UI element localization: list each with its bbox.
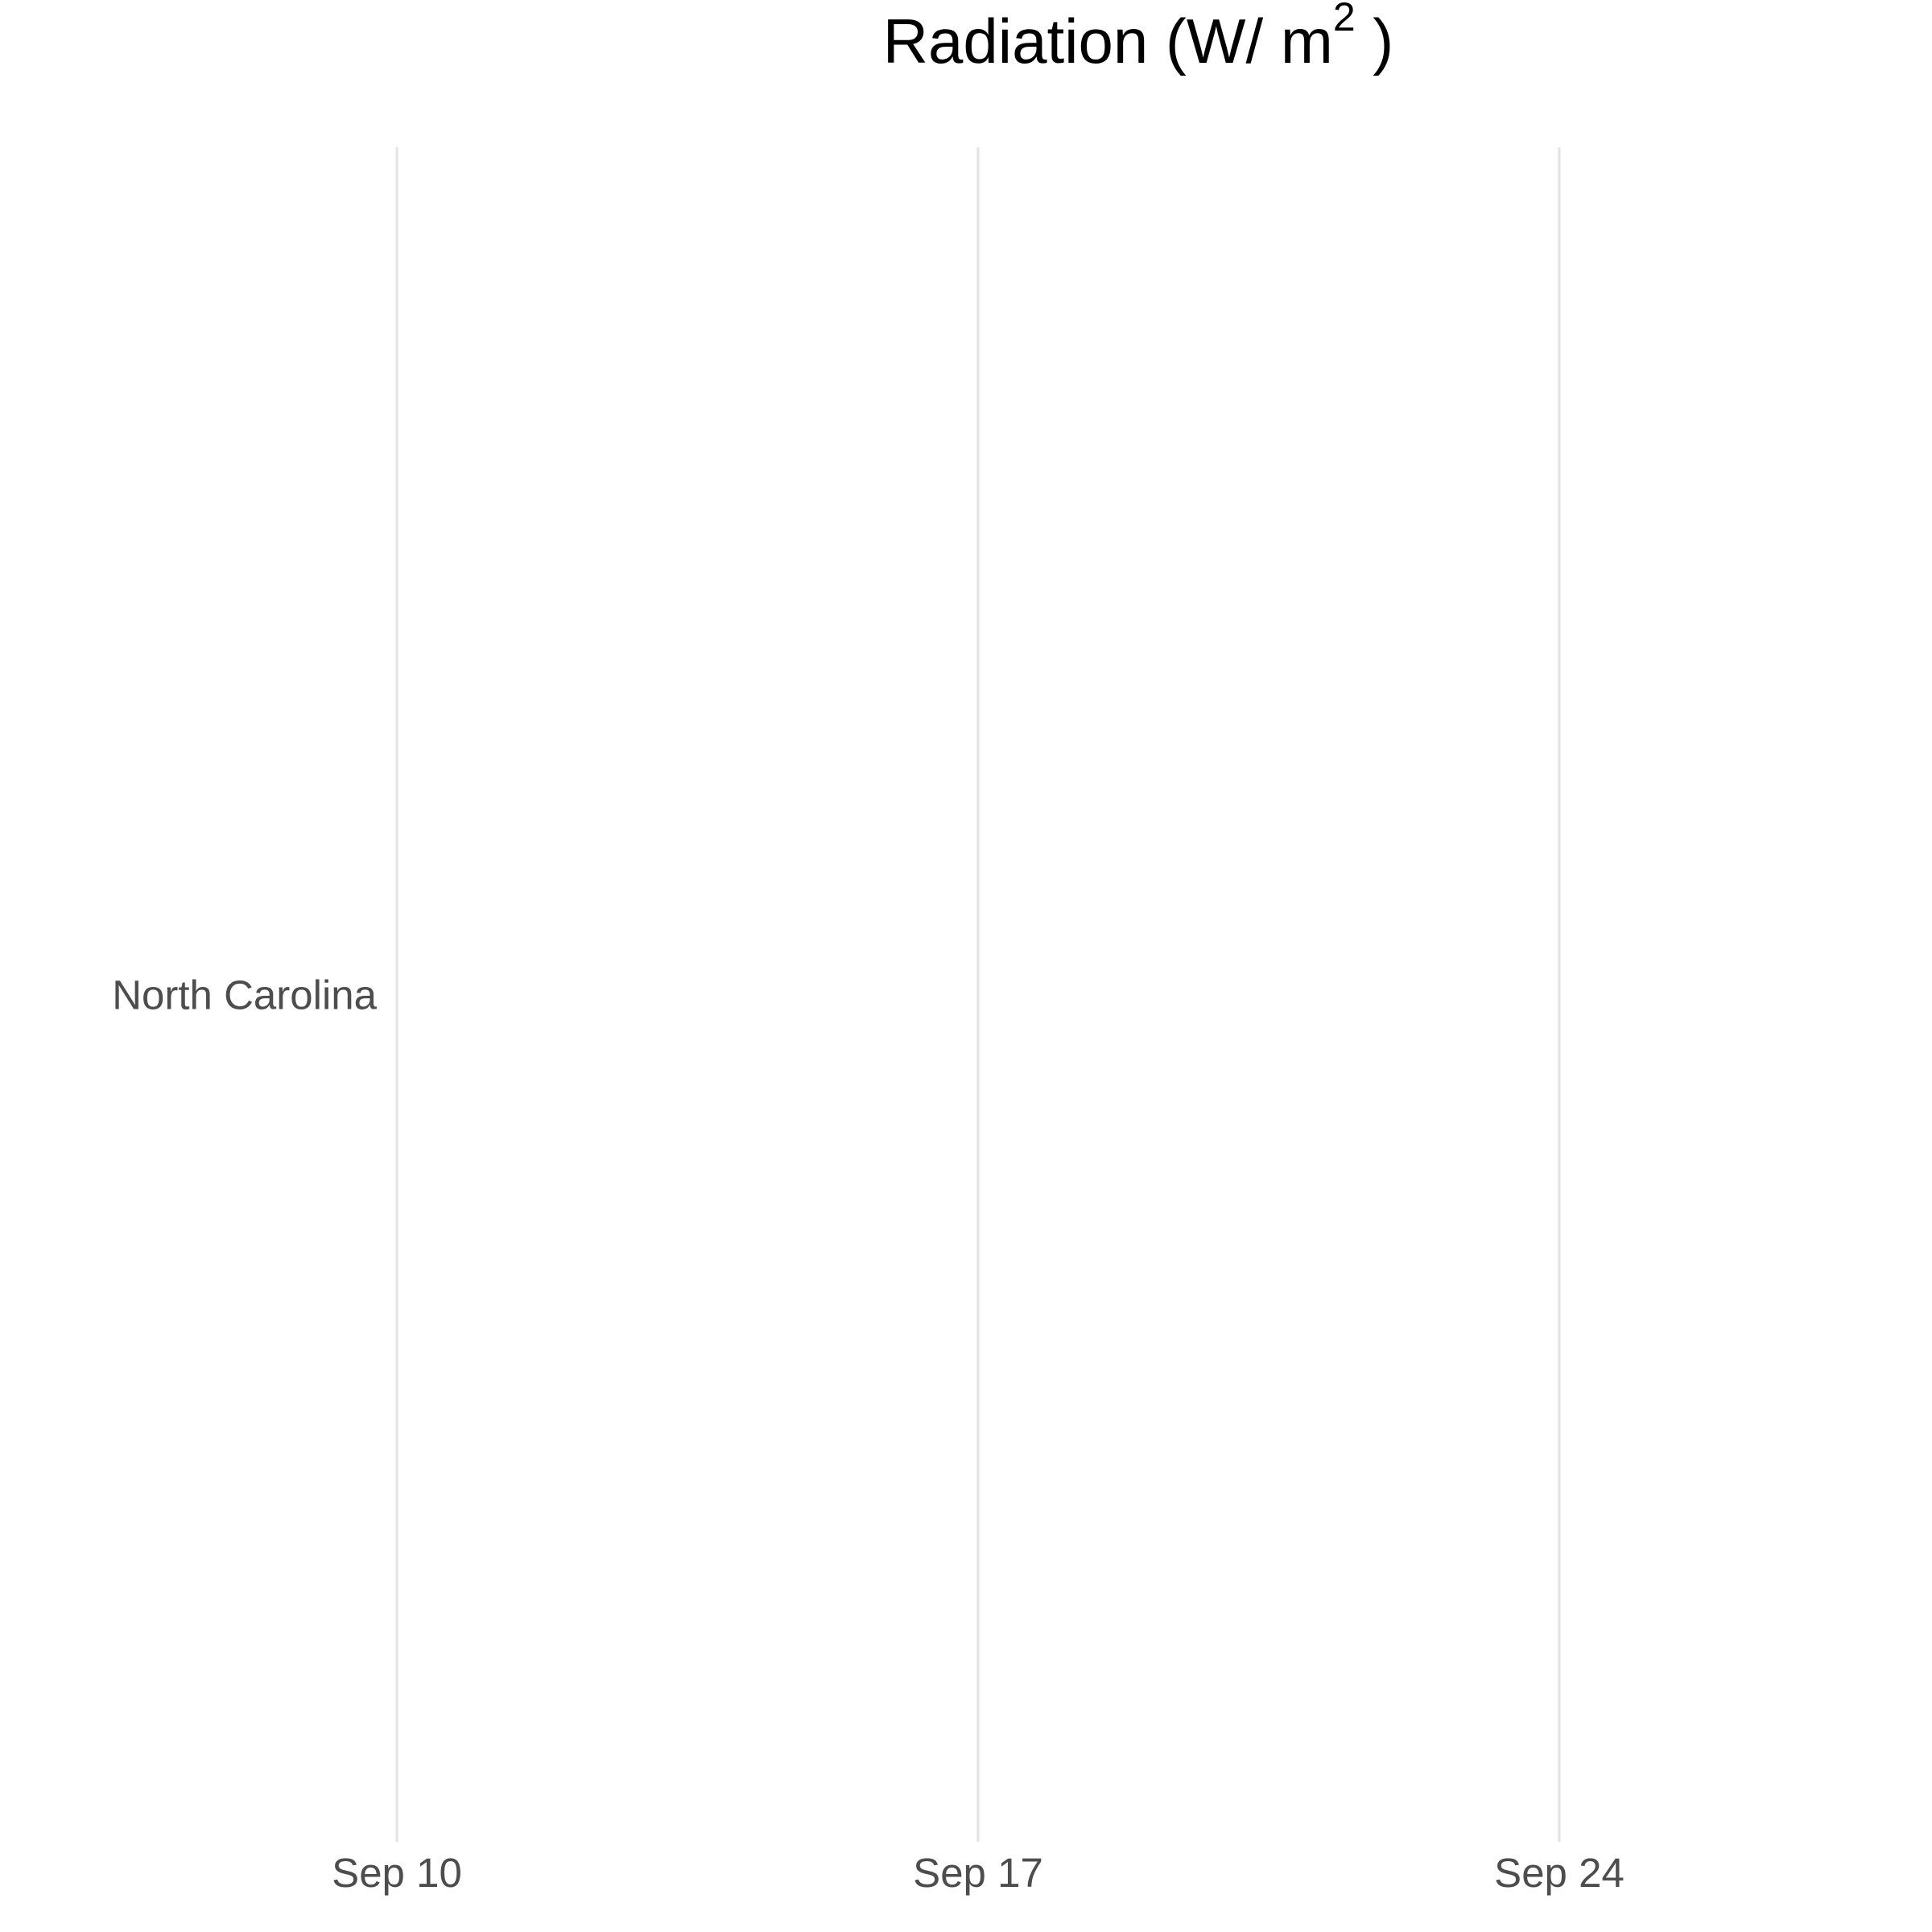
x-axis-labels: Sep 10 Sep 17 Sep 24 <box>332 1850 1624 1896</box>
chart-title-superscript: 2 <box>1333 0 1356 39</box>
x-tick-label: Sep 10 <box>332 1850 462 1896</box>
x-tick-label: Sep 24 <box>1494 1850 1624 1896</box>
plot-panel: North Carolina Sep 10 Sep 17 Sep 24 <box>112 147 1624 1896</box>
chart-title-main: Radiation (W/ m <box>883 6 1333 76</box>
chart-title-closing: ) <box>1356 6 1394 76</box>
y-tick-label: North Carolina <box>112 972 377 1018</box>
x-tick-label: Sep 17 <box>913 1850 1043 1896</box>
gridlines <box>395 147 1561 1842</box>
y-axis-labels: North Carolina <box>112 972 377 1018</box>
chart-title: Radiation (W/ m2 ) <box>883 0 1394 76</box>
